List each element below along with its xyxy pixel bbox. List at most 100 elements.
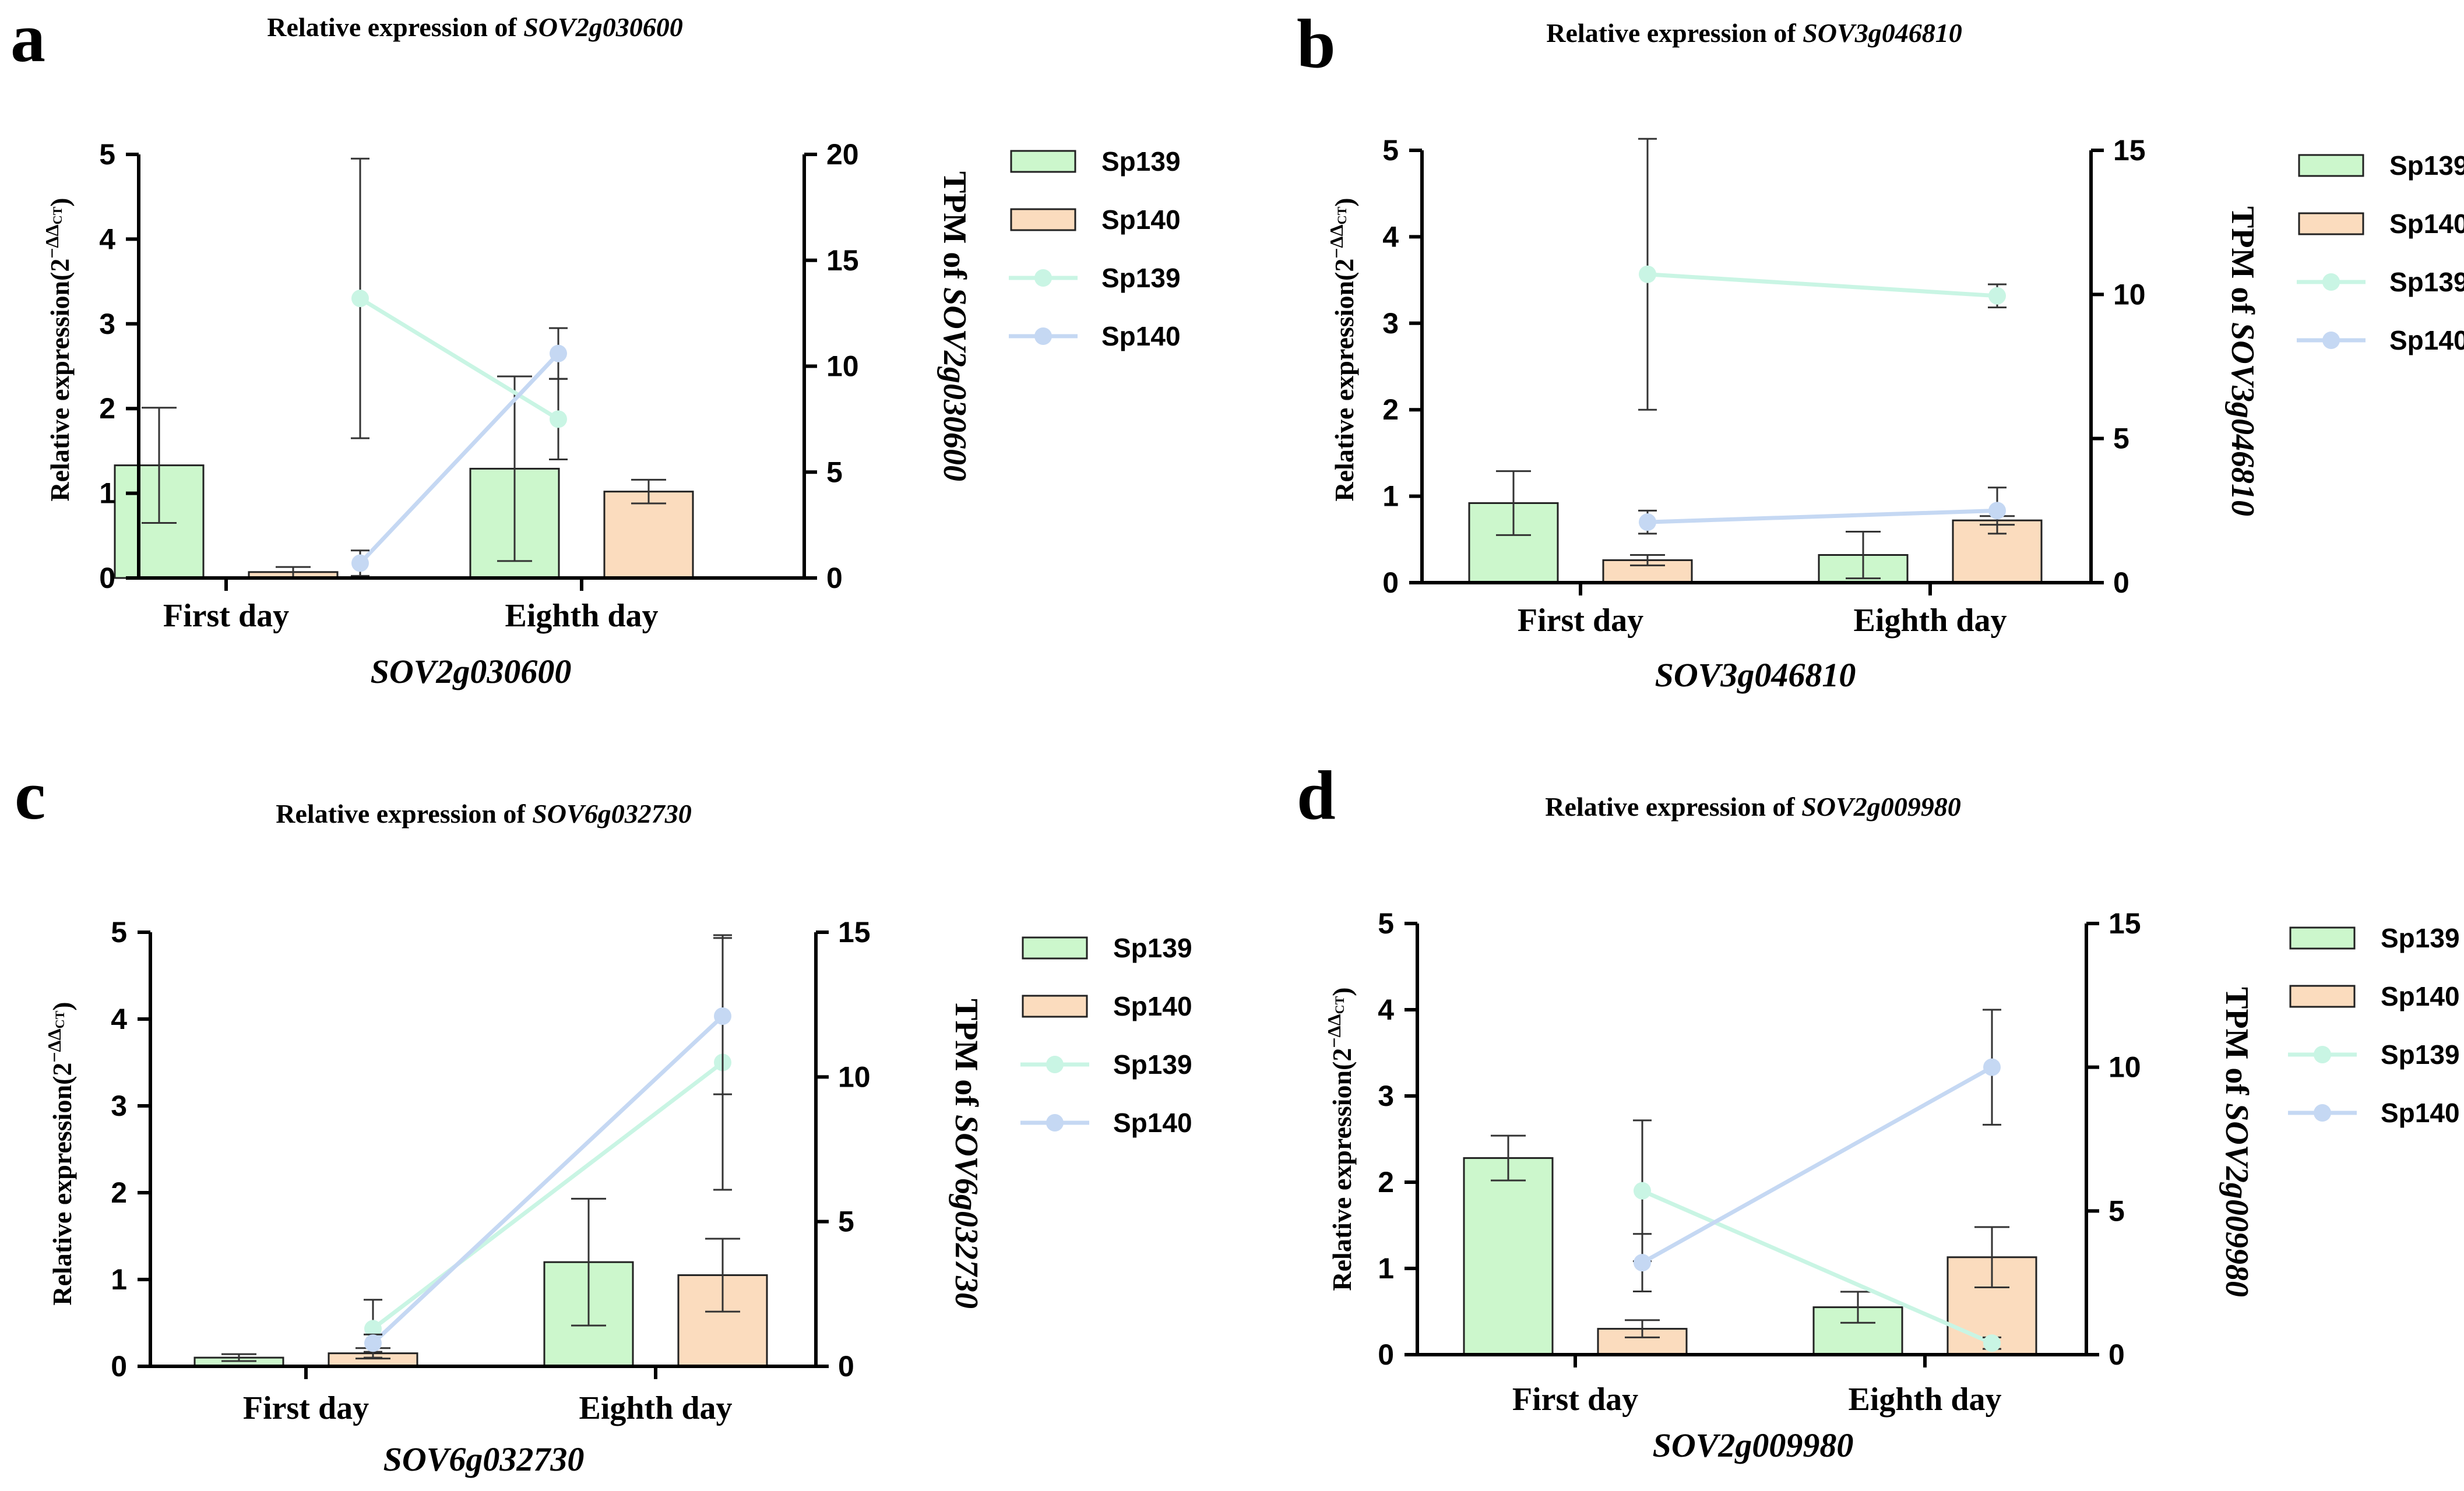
- legend-swatch-bar-sp140: [1010, 208, 1076, 231]
- y-axis-label-sup: −ΔΔ: [44, 1028, 65, 1062]
- y2-axis-label-gene: SOV6g032730: [948, 1115, 984, 1309]
- legend: Sp139 Sp140 Sp139 Sp140: [2297, 150, 2464, 355]
- y-axis-label-base: Relative expression(2: [45, 259, 75, 502]
- legend-label: Sp140: [1101, 321, 1181, 351]
- point-line-sp140: [1639, 513, 1656, 531]
- point-line-sp140: [550, 344, 567, 362]
- y-tick-label: 3: [1382, 307, 1399, 340]
- point-line-sp139: [1988, 287, 2006, 305]
- chart-title-gene: SOV2g009980: [1801, 792, 1960, 822]
- panel-letter: c: [15, 756, 45, 834]
- y-axis-label-sup: −ΔΔ: [1326, 224, 1347, 258]
- bar-sp140: [603, 491, 694, 579]
- legend-label: Sp139: [2389, 150, 2464, 181]
- legend: Sp139 Sp140 Sp139 Sp140: [1020, 933, 1192, 1138]
- x-tick-label: First day: [1518, 602, 1643, 639]
- panel-d: d Relative expression of SOV2g009980 0 1 2 3 4…: [1297, 756, 2460, 1464]
- y-tick-label: 1: [111, 1263, 127, 1296]
- y-axis-label-sub: CT: [50, 206, 65, 224]
- y-tick-label: 2: [99, 392, 115, 425]
- legend-marker-line-sp140: [1046, 1114, 1064, 1132]
- y-axis-label-end: ): [1327, 987, 1357, 996]
- y2-axis-label-gene: SOV2g009980: [2219, 1103, 2255, 1297]
- y2-axis-label-gene: SOV2g030600: [937, 287, 973, 481]
- y2-tick-label: 15: [2109, 907, 2141, 940]
- y-tick-label: 4: [99, 223, 115, 255]
- legend-label: Sp140: [2389, 209, 2464, 239]
- panel-letter: a: [10, 0, 45, 76]
- y2-tick-label: 15: [2113, 134, 2146, 167]
- y-tick-label: 5: [99, 138, 115, 171]
- legend-label: Sp139: [1101, 146, 1181, 177]
- legend-label: Sp140: [2389, 325, 2464, 355]
- panel-letter: d: [1297, 756, 1336, 834]
- y2-tick-label: 0: [2113, 566, 2129, 599]
- y-tick-label: 1: [99, 477, 115, 510]
- y2-axis-label-prefix: TPM of: [937, 171, 973, 287]
- y2-tick-label: 5: [2113, 422, 2129, 455]
- point-line-sp139: [550, 410, 567, 428]
- y-axis-label: Relative expression(2−ΔΔCT): [44, 1002, 77, 1305]
- legend-marker-line-sp140: [1034, 327, 1052, 345]
- y-tick-label: 0: [1378, 1338, 1394, 1371]
- legend-swatch-bar-sp139: [2289, 926, 2356, 950]
- y-tick-label: 0: [99, 562, 115, 594]
- chart-title: Relative expression of SOV2g009980: [1545, 792, 1960, 822]
- y-tick-label: 3: [111, 1090, 127, 1122]
- chart-title-gene: SOV6g032730: [532, 799, 691, 829]
- y-tick-label: 5: [1378, 907, 1394, 940]
- legend-label: Sp139: [1113, 1049, 1192, 1080]
- y2-axis-label-prefix: TPM of: [948, 999, 984, 1115]
- x-tick-label: First day: [163, 598, 289, 634]
- legend-marker-line-sp139: [2314, 1046, 2331, 1063]
- chart-title: Relative expression of SOV6g032730: [276, 799, 691, 829]
- x-tick-label: Eighth day: [579, 1390, 733, 1426]
- point-line-sp140: [1988, 502, 2006, 520]
- y2-tick-label: 10: [826, 350, 859, 383]
- chart-title-prefix: Relative expression of: [276, 799, 532, 829]
- y2-tick-label: 0: [838, 1350, 854, 1383]
- y-axis-label: Relative expression(2−ΔΔCT): [1326, 198, 1359, 501]
- y-axis-label-base: Relative expression(2: [1329, 259, 1359, 502]
- legend-label: Sp140: [1113, 991, 1192, 1021]
- legend-label: Sp139: [1113, 933, 1192, 963]
- y-tick-label: 1: [1382, 480, 1399, 513]
- chart-title: Relative expression of SOV3g046810: [1546, 18, 1962, 48]
- legend-swatch-bar-sp139: [1010, 150, 1076, 173]
- legend: Sp139 Sp140 Sp139 Sp140: [1009, 146, 1181, 351]
- y2-tick-label: 5: [838, 1206, 854, 1238]
- y2-tick-label: 15: [826, 244, 859, 277]
- y-axis-label: Relative expression(2−ΔΔCT): [1323, 987, 1357, 1291]
- chart-title: Relative expression of SOV2g030600: [267, 12, 682, 42]
- y-axis-label-sup: −ΔΔ: [1323, 1014, 1344, 1048]
- point-line-sp140: [364, 1334, 382, 1352]
- y2-tick-label: 0: [826, 562, 843, 594]
- y-tick-label: 4: [1378, 993, 1394, 1026]
- y-axis-label-end: ): [45, 198, 75, 206]
- y2-tick-label: 0: [2109, 1338, 2125, 1371]
- legend-label: Sp139: [2381, 1039, 2460, 1070]
- x-tick-label: Eighth day: [1854, 602, 2007, 639]
- y-tick-label: 5: [111, 916, 127, 949]
- point-line-sp140: [351, 554, 369, 572]
- panel-letter: b: [1297, 5, 1336, 82]
- point-line-sp139: [1983, 1334, 2001, 1352]
- legend-marker-line-sp140: [2314, 1104, 2331, 1122]
- y-tick-label: 4: [1382, 220, 1399, 253]
- y-tick-label: 2: [111, 1176, 127, 1209]
- y2-axis-label-prefix: TPM of: [2219, 987, 2255, 1103]
- line-sp140: [1647, 508, 1998, 524]
- y-tick-label: 3: [99, 308, 115, 340]
- bar-sp139: [1463, 1157, 1554, 1356]
- y2-axis-label: TPM of SOV6g032730: [948, 999, 984, 1309]
- y-axis-label-sup: −ΔΔ: [41, 224, 62, 258]
- y-tick-label: 0: [1382, 566, 1399, 599]
- y-tick-label: 3: [1378, 1080, 1394, 1112]
- y-axis-label-sub: CT: [1332, 996, 1347, 1014]
- y-axis-label-sub: CT: [1335, 206, 1349, 224]
- line-sp139: [1641, 1189, 1993, 1345]
- x-axis-label: SOV2g030600: [371, 653, 572, 690]
- panel-c: c Relative expression of SOV6g032730 0 1 2 3 4…: [15, 756, 1192, 1478]
- point-line-sp139: [1634, 1182, 1651, 1200]
- line-sp140: [358, 352, 560, 565]
